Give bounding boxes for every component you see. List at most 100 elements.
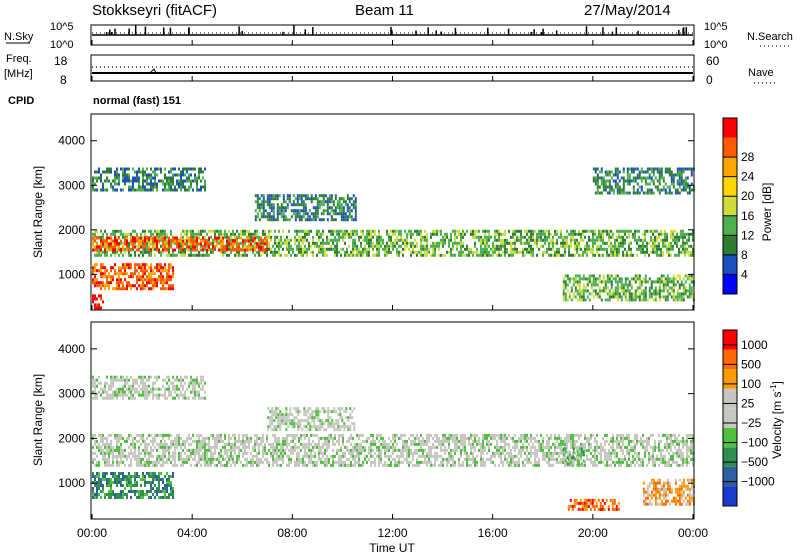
power-cell <box>176 242 178 246</box>
power-cell <box>184 232 186 236</box>
velocity-cell <box>262 448 264 452</box>
power-cell <box>344 200 347 204</box>
velocity-cell <box>312 439 314 443</box>
power-cell <box>658 179 661 183</box>
velocity-cell <box>444 448 446 452</box>
power-cell <box>164 278 166 282</box>
power-cell <box>248 241 250 245</box>
power-cell <box>548 244 550 248</box>
power-cell <box>622 250 624 254</box>
power-cell <box>286 197 289 201</box>
power-cell <box>220 232 222 236</box>
colorbar-tick-label: 8 <box>741 248 748 262</box>
velocity-cell <box>290 448 292 452</box>
power-cell <box>310 229 312 233</box>
velocity-cell <box>212 445 214 449</box>
power-cell <box>654 229 656 233</box>
power-cell <box>134 266 136 270</box>
velocity-cell <box>438 442 440 446</box>
velocity-cell <box>314 454 316 458</box>
power-cell <box>316 212 319 216</box>
velocity-cell <box>288 460 290 464</box>
power-cell <box>110 278 112 282</box>
power-cell <box>662 274 665 278</box>
velocity-cell <box>406 460 408 464</box>
power-cell <box>406 235 408 239</box>
power-cell <box>138 278 140 282</box>
power-cell <box>102 250 104 254</box>
colorbar-swatch <box>723 196 737 216</box>
power-cell <box>368 244 370 248</box>
velocity-cell <box>378 445 380 449</box>
velocity-cell <box>120 451 122 455</box>
power-cell <box>650 179 653 183</box>
velocity-cell <box>218 439 220 443</box>
power-cell <box>556 232 558 236</box>
power-cell <box>296 212 299 216</box>
power-cell <box>618 250 620 254</box>
power-cell <box>378 253 380 257</box>
power-cell <box>262 245 264 249</box>
velocity-cell <box>196 451 198 455</box>
power-cell <box>354 244 356 248</box>
power-cell <box>252 250 254 254</box>
velocity-cell <box>338 457 340 461</box>
power-cell <box>670 277 673 281</box>
power-cell <box>494 229 496 233</box>
velocity-cell <box>198 445 200 449</box>
velocity-cell <box>330 463 332 467</box>
power-cell <box>326 238 328 242</box>
velocity-cell <box>478 442 480 446</box>
velocity-cell <box>280 457 282 461</box>
power-cell <box>638 176 641 180</box>
power-cell <box>608 274 611 278</box>
velocity-cell <box>212 451 214 455</box>
velocity-cell <box>396 433 398 437</box>
velocity-cell <box>234 442 236 446</box>
power-cell <box>668 250 670 254</box>
velocity-cell <box>194 448 196 452</box>
power-cell <box>434 250 436 254</box>
power-cell <box>124 269 126 273</box>
power-cell <box>514 250 516 254</box>
power-cell <box>490 253 492 257</box>
power-cell <box>454 229 456 233</box>
power-cell <box>118 266 120 270</box>
power-cell <box>190 185 192 189</box>
power-cell <box>252 244 254 248</box>
power-cell <box>566 274 569 278</box>
power-cell <box>130 188 132 192</box>
power-cell <box>510 235 512 239</box>
velocity-cell <box>220 451 222 455</box>
power-cell <box>252 248 254 252</box>
power-cell <box>584 235 586 239</box>
velocity-cell <box>206 457 208 461</box>
power-cell <box>540 238 542 242</box>
power-cell <box>330 247 332 251</box>
power-cell <box>668 253 670 257</box>
power-cell <box>550 241 552 245</box>
power-cell <box>302 229 304 233</box>
power-cell <box>378 244 380 248</box>
power-cell <box>424 247 426 251</box>
velocity-cell <box>460 463 462 467</box>
power-cell <box>332 200 335 204</box>
velocity-cell <box>208 439 210 443</box>
power-cell <box>672 229 674 233</box>
power-cell <box>170 239 172 243</box>
velocity-cell <box>134 445 136 449</box>
power-cell <box>682 283 685 287</box>
power-cell <box>184 188 186 192</box>
power-cell <box>190 244 192 248</box>
power-cell <box>122 266 124 270</box>
power-cell <box>332 203 335 207</box>
power-cell <box>122 170 124 174</box>
power-cell <box>108 287 110 291</box>
velocity-cell <box>216 442 218 446</box>
power-cell <box>684 289 687 293</box>
velocity-cell <box>470 442 472 446</box>
power-cell <box>322 197 325 201</box>
power-cell <box>336 212 339 216</box>
power-cell <box>270 206 273 210</box>
velocity-cell <box>340 463 342 467</box>
